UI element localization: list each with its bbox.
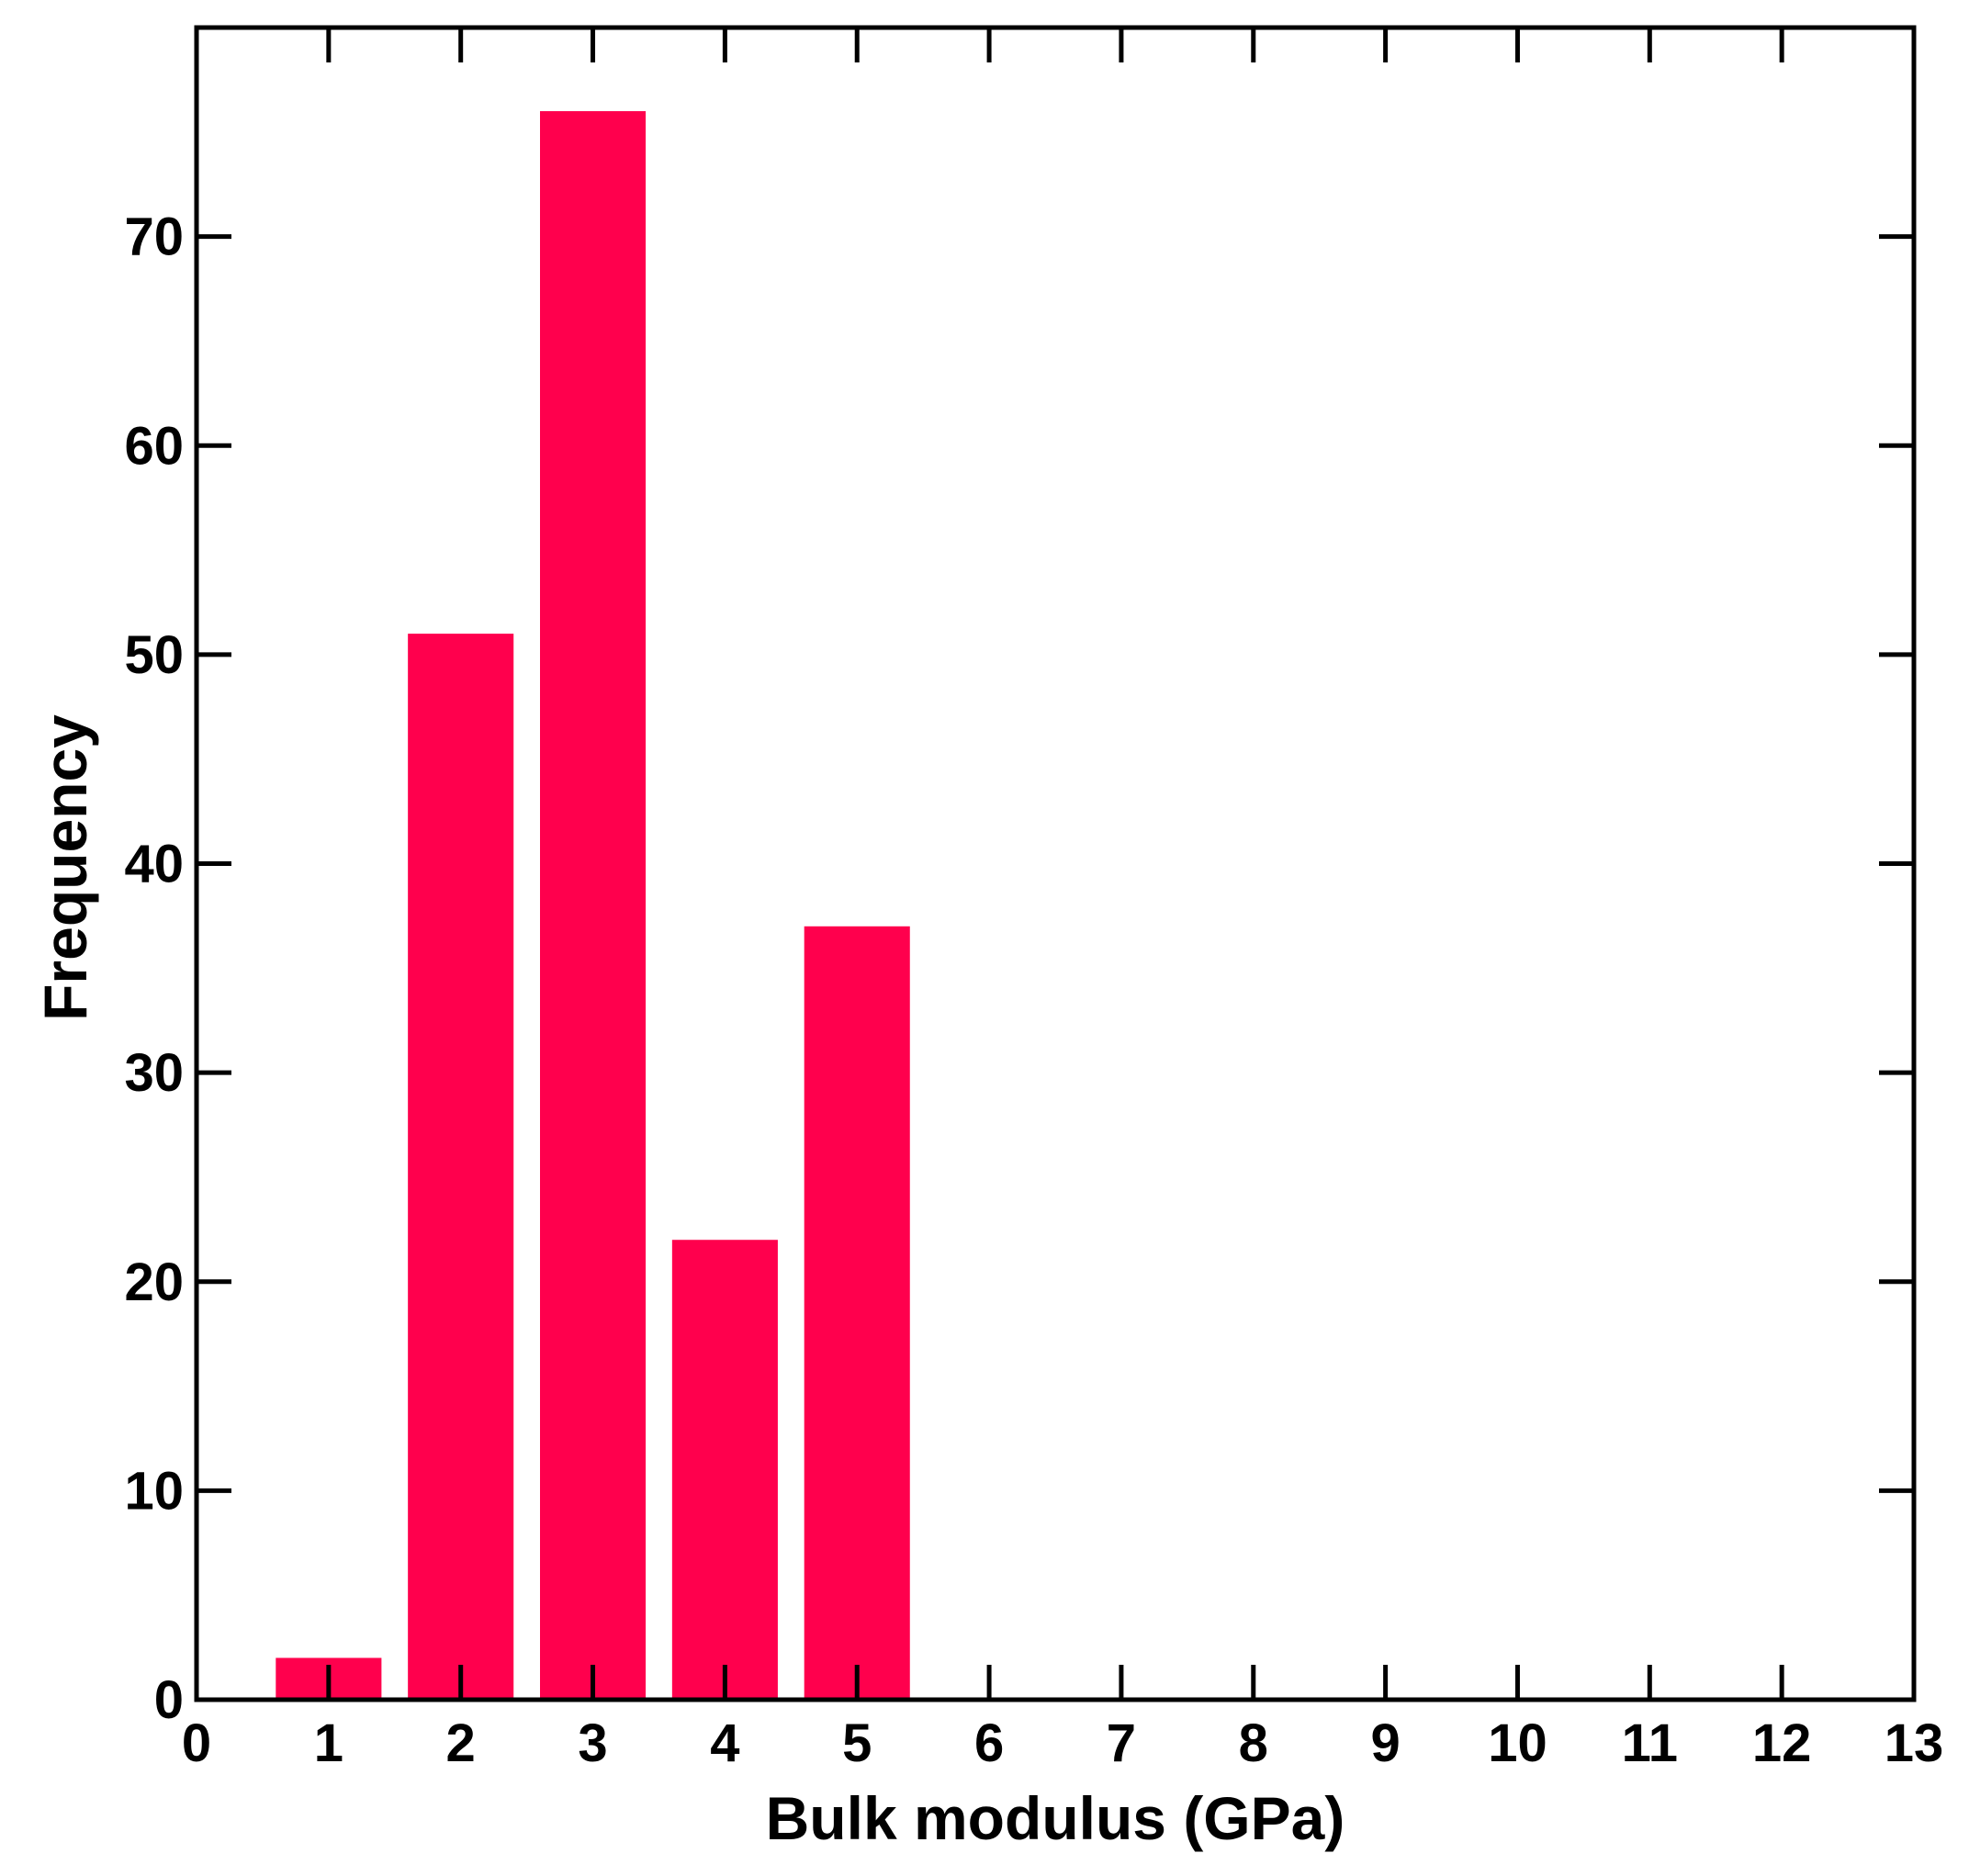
x-tick-label-9: 9 <box>1370 1713 1400 1773</box>
x-tick-label-7: 7 <box>1107 1713 1136 1773</box>
x-tick-label-4: 4 <box>710 1713 739 1773</box>
x-tick-label-10: 10 <box>1488 1713 1547 1773</box>
x-tick-label-13: 13 <box>1885 1713 1944 1773</box>
bar-4 <box>671 1240 778 1700</box>
y-axis-title: Frequency <box>31 714 99 1021</box>
y-tick-label-60: 60 <box>124 416 184 476</box>
x-tick-label-5: 5 <box>842 1713 872 1773</box>
y-axis-ticks: 0 10 20 30 40 50 60 70 <box>124 208 1914 1730</box>
y-tick-label-30: 30 <box>124 1043 184 1103</box>
bars-group <box>276 111 910 1700</box>
x-axis-title: Bulk modulus (GPa) <box>766 1784 1345 1852</box>
y-tick-label-70: 70 <box>124 208 184 267</box>
y-tick-label-0: 0 <box>154 1670 184 1730</box>
y-tick-label-10: 10 <box>124 1461 184 1521</box>
x-tick-label-6: 6 <box>974 1713 1004 1773</box>
x-tick-label-8: 8 <box>1239 1713 1268 1773</box>
y-tick-label-40: 40 <box>124 835 184 894</box>
x-tick-label-12: 12 <box>1752 1713 1812 1773</box>
bar-5 <box>804 926 910 1700</box>
y-tick-label-20: 20 <box>124 1253 184 1312</box>
y-tick-label-50: 50 <box>124 625 184 685</box>
plot-frame <box>194 25 1917 1702</box>
bar-2 <box>408 634 514 1700</box>
x-tick-label-2: 2 <box>446 1713 476 1773</box>
x-tick-label-0: 0 <box>182 1713 211 1773</box>
x-tick-label-1: 1 <box>314 1713 343 1773</box>
x-tick-label-3: 3 <box>578 1713 607 1773</box>
x-tick-label-11: 11 <box>1622 1713 1678 1773</box>
bar-3 <box>540 111 647 1700</box>
x-axis-ticks: 0 1 2 3 4 5 6 7 8 9 10 11 12 13 <box>182 28 1943 1773</box>
